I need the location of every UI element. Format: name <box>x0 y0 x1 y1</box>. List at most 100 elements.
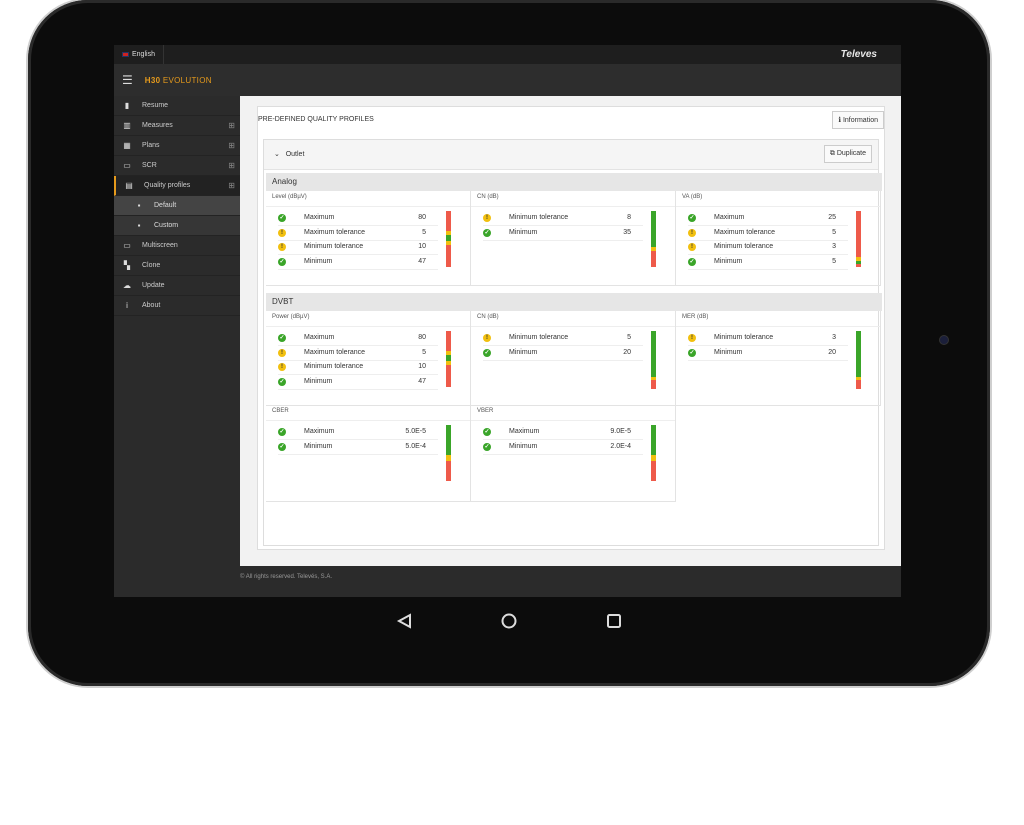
quality-bar <box>446 425 451 481</box>
cloud-upload-icon: ☁ <box>123 281 131 290</box>
threshold-name: Minimum <box>304 257 333 265</box>
meter-icon: ▮ <box>124 101 130 110</box>
threshold-name: Minimum <box>304 442 333 450</box>
sidebar-item-clone[interactable]: ▚ Clone <box>114 256 240 276</box>
sidebar-item-multiscreen[interactable]: ▭ Multiscreen <box>114 236 240 256</box>
threshold-name: Minimum <box>714 348 743 356</box>
sidebar-item-measures[interactable]: ▥ Measures ⊞ <box>114 116 240 136</box>
sidebar-item-label: Multiscreen <box>142 242 178 249</box>
threshold-value: 9.0E-5 <box>610 428 631 435</box>
threshold-value: 2.0E-4 <box>610 442 631 450</box>
expand-icon[interactable]: ⊞ <box>228 161 235 170</box>
sidebar-item-default[interactable]: ▪ Default <box>114 196 240 216</box>
language-label: English <box>132 51 155 58</box>
threshold-name: Minimum tolerance <box>509 334 569 341</box>
threshold-row[interactable]: ! Minimum tolerance 10 <box>278 360 438 375</box>
sidebar-item-scr[interactable]: ▭ SCR ⊞ <box>114 156 240 176</box>
quality-bar-segment <box>856 264 861 267</box>
check-icon: ✓ <box>483 348 491 357</box>
check-icon: ✓ <box>483 228 491 237</box>
threshold-name: Maximum <box>509 428 540 435</box>
threshold-value: 25 <box>828 214 836 221</box>
sidebar-item-custom[interactable]: ▪ Custom <box>114 216 240 236</box>
duplicate-button[interactable]: ⧉ Duplicate <box>823 145 872 163</box>
threshold-row[interactable]: ✓ Maximum 5.0E-5 <box>278 425 438 440</box>
app-bar: ☰ H30 EVOLUTION <box>114 64 901 97</box>
threshold-row[interactable]: ✓ Minimum 5.0E-4 <box>278 440 438 455</box>
check-icon: ✓ <box>278 334 286 342</box>
quality-bar <box>651 331 656 389</box>
threshold-value: 80 <box>418 334 426 341</box>
quality-bar-segment <box>446 365 451 387</box>
quality-bar-segment <box>651 251 656 267</box>
sidebar-item-plans[interactable]: ▦ Plans ⊞ <box>114 136 240 156</box>
quality-bar <box>856 331 861 389</box>
information-label: Information <box>842 117 878 124</box>
recents-icon[interactable] <box>607 614 621 628</box>
threshold-name: Minimum <box>509 228 538 236</box>
threshold-row[interactable]: ✓ Minimum 47 <box>278 375 438 390</box>
warning-icon: ! <box>688 228 696 237</box>
outlet-header[interactable]: ⌄ Outlet ⧉ Duplicate <box>264 140 878 170</box>
threshold-value: 47 <box>418 257 426 265</box>
threshold-row[interactable]: ! Minimum tolerance 5 <box>483 331 643 346</box>
threshold-row[interactable]: ✓ Minimum 2.0E-4 <box>483 440 643 455</box>
expand-icon[interactable]: ⊞ <box>228 181 235 190</box>
threshold-row[interactable]: ✓ Maximum 80 <box>278 211 438 226</box>
threshold-row[interactable]: ! Maximum tolerance 5 <box>688 226 848 241</box>
threshold-row[interactable]: ! Minimum tolerance 3 <box>688 331 848 346</box>
threshold-row[interactable]: ✓ Minimum 35 <box>483 226 643 241</box>
expand-icon[interactable]: ⊞ <box>228 141 235 150</box>
home-icon[interactable] <box>501 613 517 629</box>
threshold-name: Minimum tolerance <box>714 334 774 341</box>
threshold-value: 5 <box>422 348 426 356</box>
sidebar-item-resume[interactable]: ▮ Resume <box>114 96 240 116</box>
page-title: PRE-DEFINED QUALITY PROFILES <box>258 116 374 123</box>
threshold-row[interactable]: ! Minimum tolerance 3 <box>688 240 848 255</box>
threshold-row[interactable]: ✓ Minimum 20 <box>688 346 848 361</box>
information-button[interactable]: ℹ Information <box>832 111 884 129</box>
cell-label: CN (dB) <box>471 191 675 207</box>
threshold-row[interactable]: ✓ Minimum 5 <box>688 255 848 270</box>
sidebar-item-update[interactable]: ☁ Update <box>114 276 240 296</box>
footer-text: © All rights reserved. Televés, S.A. <box>240 574 333 580</box>
sidebar-item-quality-profiles[interactable]: ▤ Quality profiles ⊞ <box>114 176 240 196</box>
threshold-row[interactable]: ! Maximum tolerance 5 <box>278 226 438 241</box>
measure-cell: MER (dB)! Minimum tolerance 3 ✓ Minimum 20 <box>676 311 881 406</box>
measure-cell: VBER ✓ Maximum 9.0E-5 ✓ Minimum 2.0E-4 <box>471 405 676 502</box>
warning-icon: ! <box>483 214 491 222</box>
screens-icon: ▭ <box>123 241 131 250</box>
quality-bar <box>651 211 656 267</box>
sidebar: ▮ Resume ▥ Measures ⊞ ▦ Plans ⊞ ▭ SCR ⊞ ▤ Qualit… <box>114 96 240 597</box>
measure-cell: Power (dBµV) ✓ Maximum 80! Maximum tolerance… <box>266 311 471 406</box>
sidebar-item-label: Default <box>154 202 177 209</box>
cell-label: CBER <box>266 405 470 421</box>
threshold-value: 10 <box>418 243 426 250</box>
quality-bar-segment <box>856 380 861 389</box>
threshold-value: 20 <box>623 348 631 356</box>
threshold-row[interactable]: ! Maximum tolerance 5 <box>278 346 438 361</box>
menu-icon[interactable]: ☰ <box>122 73 133 87</box>
quality-bar-segment <box>856 377 861 380</box>
threshold-row[interactable]: ✓ Maximum 25 <box>688 211 848 226</box>
threshold-row[interactable]: ✓ Maximum 9.0E-5 <box>483 425 643 440</box>
body: ▮ Resume ▥ Measures ⊞ ▦ Plans ⊞ ▭ SCR ⊞ ▤ Qualit… <box>114 96 901 597</box>
threshold-name: Minimum <box>509 442 538 450</box>
threshold-row[interactable]: ! Minimum tolerance 8 <box>483 211 643 226</box>
threshold-value: 5 <box>627 334 631 341</box>
warning-icon: ! <box>688 334 696 342</box>
threshold-row[interactable]: ✓ Minimum 20 <box>483 346 643 361</box>
grid-icon: ▦ <box>123 141 131 150</box>
threshold-row[interactable]: ! Minimum tolerance 10 <box>278 240 438 255</box>
measure-cell: VA (dB) ✓ Maximum 25! Maximum tolerance 5! Min… <box>676 191 881 286</box>
language-selector[interactable]: English <box>122 45 164 64</box>
warning-icon: ! <box>483 334 491 342</box>
info-icon: ℹ <box>838 117 842 124</box>
back-icon[interactable] <box>396 613 411 629</box>
threshold-row[interactable]: ✓ Minimum 47 <box>278 255 438 270</box>
quality-bar-segment <box>446 241 451 245</box>
sidebar-item-about[interactable]: i About <box>114 296 240 316</box>
expand-icon[interactable]: ⊞ <box>228 121 235 130</box>
threshold-row[interactable]: ✓ Maximum 80 <box>278 331 438 346</box>
quality-bar-segment <box>446 211 451 231</box>
